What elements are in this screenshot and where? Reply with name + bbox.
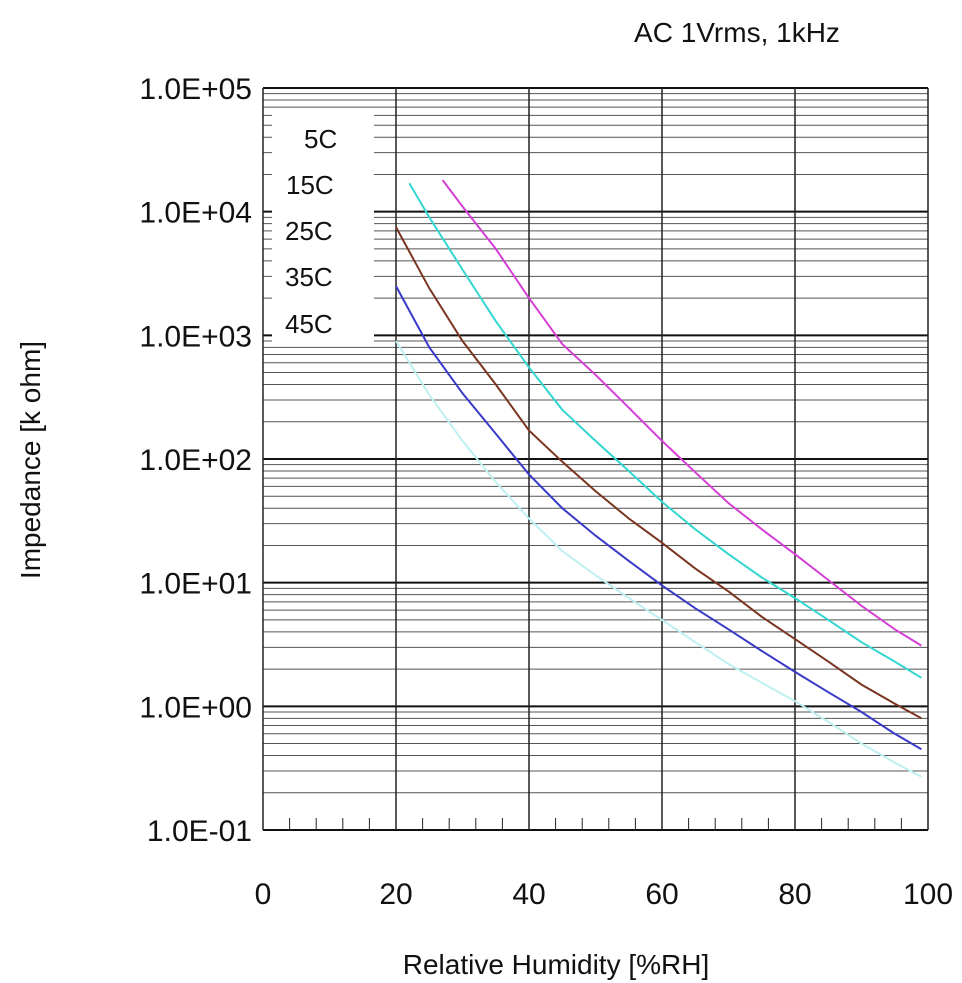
y-tick-labels: 1.0E-01 1.0E+00 1.0E+01 1.0E+02 1.0E+03 1.0E+… (139, 73, 252, 848)
x-tick-labels: 0 20 40 60 80 100 (255, 878, 953, 911)
y-tick-label: 1.0E+02 (139, 444, 252, 477)
y-tick-label: 1.0E+01 (139, 568, 252, 601)
series-line-5c (441, 179, 922, 647)
legend-label-35c: 35C (285, 262, 333, 292)
x-tick-label: 100 (903, 878, 953, 911)
x-tick-label: 60 (645, 878, 678, 911)
x-tick-label: 80 (778, 878, 811, 911)
test-condition-label: AC 1Vrms, 1kHz (634, 17, 840, 48)
y-tick-label: 1.0E+04 (139, 197, 252, 230)
legend: 5C 15C 25C 35C 45C (272, 110, 374, 345)
y-tick-label: 1.0E-01 (147, 815, 252, 848)
grid-minor (263, 93, 928, 794)
legend-box (272, 110, 374, 345)
series-layer (395, 179, 922, 778)
x-minor-ticks (289, 818, 902, 830)
x-tick-label: 40 (512, 878, 545, 911)
legend-label-25c: 25C (285, 216, 333, 246)
x-tick-label: 0 (255, 878, 272, 911)
y-tick-label: 1.0E+03 (139, 320, 252, 353)
y-tick-label: 1.0E+05 (139, 73, 252, 106)
legend-label-45c: 45C (285, 309, 333, 339)
x-tick-label: 20 (379, 878, 412, 911)
x-axis-label: Relative Humidity [%RH] (403, 949, 710, 980)
y-axis-label: Impedance [k ohm] (15, 341, 46, 579)
legend-label-15c: 15C (286, 170, 334, 200)
y-tick-label: 1.0E+00 (139, 691, 252, 724)
legend-label-5c: 5C (304, 124, 337, 154)
